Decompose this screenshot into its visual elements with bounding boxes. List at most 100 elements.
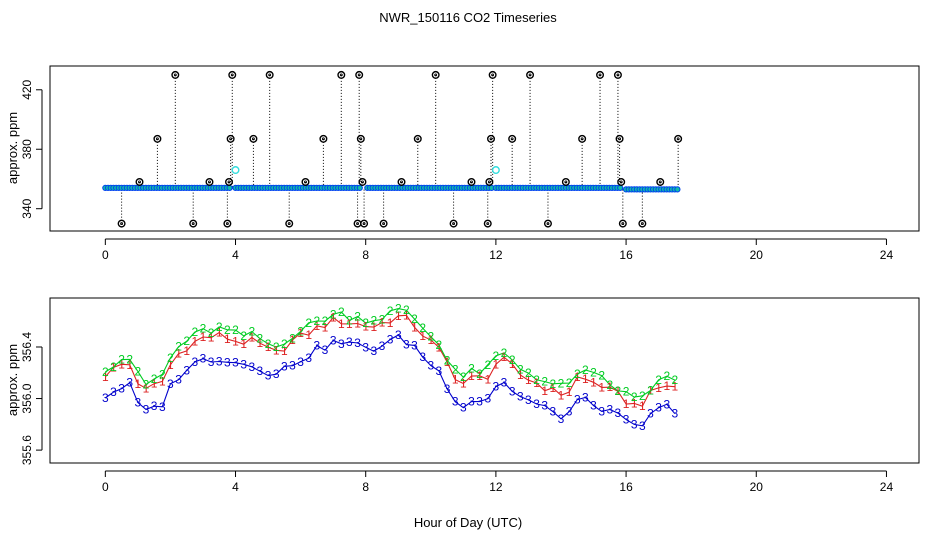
series-1-marker: 1 <box>200 330 207 344</box>
bottom-y-axis-label: approx. ppm <box>5 344 20 416</box>
series-1-marker: 1 <box>143 381 150 395</box>
series-2-marker: 2 <box>655 373 662 387</box>
series-1-marker: 1 <box>289 333 296 347</box>
series-2-marker: 2 <box>232 323 239 337</box>
series-2-marker: 2 <box>631 390 638 404</box>
outlier-point-core <box>580 137 584 141</box>
outlier-point <box>319 134 328 143</box>
series-1-marker: 1 <box>159 374 166 388</box>
series-1-marker: 1 <box>135 377 142 391</box>
series-3-marker: 3 <box>395 328 402 342</box>
outlier-point-core <box>362 222 366 226</box>
series-3-marker: 3 <box>468 395 475 409</box>
outlier-point-core <box>357 73 361 77</box>
bottom-y-axis: 355.6 356.0 356.4 <box>20 332 43 465</box>
series-2-marker: 2 <box>248 325 255 339</box>
series-2-marker: 2 <box>558 376 565 390</box>
series-2-line <box>105 308 676 398</box>
series-2-marker: 2 <box>151 372 158 386</box>
bottom-y-tick-label: 355.6 <box>20 435 34 465</box>
series-3-marker: 3 <box>427 359 434 373</box>
cyan-point <box>491 166 500 175</box>
series-3-marker: 3 <box>330 333 337 347</box>
series-3-marker: 3 <box>582 391 589 405</box>
series-1-marker: 1 <box>395 309 402 323</box>
series-3-marker: 3 <box>663 397 670 411</box>
series-2-marker: 2 <box>549 377 556 391</box>
outlier-point-core <box>416 137 420 141</box>
outlier-point-core <box>487 180 491 184</box>
outlier-point <box>578 134 587 143</box>
series-1-marker: 1 <box>566 385 573 399</box>
series-1-line <box>104 314 675 407</box>
series-1-marker: 1 <box>338 317 345 331</box>
series-3-marker: 3 <box>346 335 353 349</box>
series-3-marker: 3 <box>647 407 654 421</box>
outlier-point <box>171 70 180 79</box>
series-2-marker: 2 <box>354 310 361 324</box>
series-1-marker: 1 <box>606 380 613 394</box>
series-2-marker: 2 <box>102 365 109 379</box>
series-3-marker: 3 <box>615 406 622 420</box>
outlier-point-core <box>434 73 438 77</box>
top-x-tick-label: 16 <box>619 248 633 262</box>
bottom-y-tick-label: 356.0 <box>20 383 34 413</box>
series-3-marker: 3 <box>623 413 630 427</box>
series-1-marker: 1 <box>452 373 459 387</box>
bottom-x-tick-label: 16 <box>619 480 633 494</box>
series-2-marker: 2 <box>159 367 166 381</box>
series-2-marker: 2 <box>200 322 207 336</box>
series-3-marker: 3 <box>167 377 174 391</box>
series-1-marker: 1 <box>558 388 565 402</box>
baseline-point <box>674 186 681 193</box>
outlier-point-core <box>621 222 625 226</box>
outlier-point-core <box>339 73 343 77</box>
series-1-marker: 1 <box>655 381 662 395</box>
top-plot-frame <box>49 65 920 232</box>
outlier-point-core <box>251 137 255 141</box>
outlier-point <box>355 70 364 79</box>
top-outlier-markers <box>117 70 683 228</box>
series-2-marker: 2 <box>436 338 443 352</box>
outlier-point-core <box>616 73 620 77</box>
series-2-marker: 2 <box>387 304 394 318</box>
series-1-marker: 1 <box>672 380 679 394</box>
series-1-marker: 1 <box>126 358 133 372</box>
outlier-point <box>228 70 237 79</box>
baseline-point <box>617 184 624 191</box>
series-2-marker: 2 <box>525 366 532 380</box>
series-2-marker: 2 <box>623 385 630 399</box>
bottom-x-tick-label: 4 <box>232 480 239 494</box>
series-1-marker: 1 <box>273 343 280 357</box>
outlier-point-core <box>359 137 363 141</box>
series-1-marker: 1 <box>647 384 654 398</box>
series-1-marker: 1 <box>118 357 125 371</box>
outlier-point-core <box>287 222 291 226</box>
series-3-marker: 3 <box>639 419 646 433</box>
series-3-marker: 3 <box>517 390 524 404</box>
top-y-tick-label: 340 <box>20 198 34 218</box>
series-1-marker: 1 <box>411 320 418 334</box>
series-2-marker: 2 <box>484 358 491 372</box>
outlier-point <box>397 177 406 186</box>
series-2-marker: 2 <box>411 312 418 326</box>
series-3-marker: 3 <box>281 359 288 373</box>
outlier-point <box>638 219 647 228</box>
series-2-marker: 2 <box>216 320 223 334</box>
series-3-marker: 3 <box>574 393 581 407</box>
series-1-marker: 1 <box>346 317 353 331</box>
outlier-point <box>358 177 367 186</box>
series-2-marker: 2 <box>257 332 264 346</box>
outlier-point-core <box>321 137 325 141</box>
series-1-marker: 1 <box>484 372 491 386</box>
outlier-point-core <box>227 180 231 184</box>
series-2-marker: 2 <box>427 330 434 344</box>
series-2-marker: 2 <box>582 363 589 377</box>
series-1-marker: 1 <box>460 377 467 391</box>
outlier-point <box>485 177 494 186</box>
top-y-tick-label: 420 <box>20 79 34 99</box>
series-3-marker: 3 <box>549 405 556 419</box>
series-2-marker: 2 <box>403 303 410 317</box>
series-2-marker: 2 <box>379 313 386 327</box>
series-1-marker: 1 <box>525 373 532 387</box>
